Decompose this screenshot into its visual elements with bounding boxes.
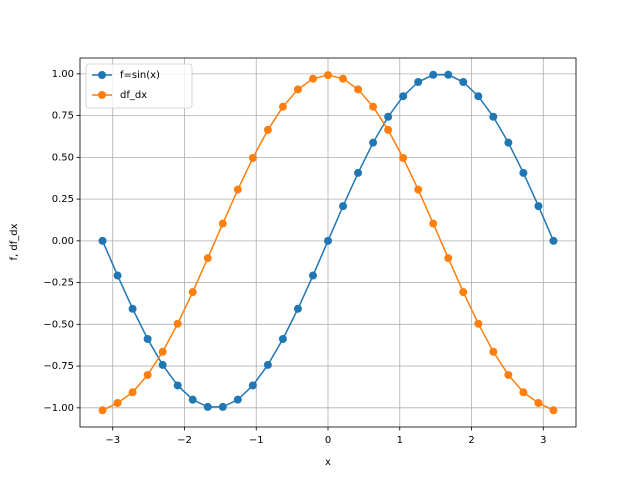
legend-label: f=sin(x): [120, 70, 160, 81]
y-axis-label: f, df_dx: [9, 223, 20, 260]
point: [384, 112, 393, 121]
y-tick-label: 0.00: [52, 236, 74, 247]
point: [128, 388, 137, 397]
point: [549, 406, 558, 415]
point: [248, 153, 257, 162]
point: [549, 236, 558, 245]
point: [354, 168, 363, 177]
x-tick-label: 3: [540, 435, 546, 446]
point: [534, 398, 543, 407]
point: [293, 304, 302, 313]
point: [384, 125, 393, 134]
point: [203, 254, 212, 263]
point: [218, 402, 227, 411]
point: [489, 347, 498, 356]
point: [504, 138, 513, 147]
point: [369, 138, 378, 147]
point: [444, 70, 453, 79]
point: [399, 153, 408, 162]
y-tick-label: 0.75: [52, 111, 74, 122]
point: [474, 319, 483, 328]
point: [474, 92, 483, 101]
x-axis-label: x: [325, 457, 331, 468]
point: [444, 254, 453, 263]
point: [203, 402, 212, 411]
point: [519, 168, 528, 177]
y-tick-label: −0.25: [43, 278, 74, 289]
point: [519, 388, 528, 397]
point: [173, 319, 182, 328]
point: [369, 102, 378, 111]
point: [158, 360, 167, 369]
point: [233, 185, 242, 194]
plot-frame: [79, 57, 577, 428]
point: [173, 381, 182, 390]
x-tick-label: −3: [105, 435, 120, 446]
y-tick-label: −0.75: [43, 361, 74, 372]
point: [143, 370, 152, 379]
x-tick-label: 0: [325, 435, 331, 446]
point: [308, 271, 317, 280]
legend-label: df_dx: [120, 90, 147, 101]
y-tick-label: 1.00: [52, 69, 74, 80]
point: [128, 304, 137, 313]
point: [308, 74, 317, 83]
point: [278, 102, 287, 111]
point: [263, 125, 272, 134]
point: [339, 202, 348, 211]
legend-box: [85, 63, 193, 109]
point: [98, 236, 107, 245]
x-tick-label: −2: [177, 435, 192, 446]
point: [113, 271, 122, 280]
point: [414, 185, 423, 194]
point: [188, 395, 197, 404]
point: [534, 202, 543, 211]
point: [429, 70, 438, 79]
point: [278, 334, 287, 343]
point: [293, 85, 302, 94]
point: [399, 92, 408, 101]
legend-marker: [98, 71, 106, 79]
point: [98, 406, 107, 415]
point: [504, 370, 513, 379]
point: [143, 334, 152, 343]
point: [459, 288, 468, 297]
y-tick-label: −0.50: [43, 319, 74, 330]
point: [158, 347, 167, 356]
y-tick-label: −1.00: [43, 403, 74, 414]
point: [354, 85, 363, 94]
y-tick-label: 0.50: [52, 152, 74, 163]
point: [429, 219, 438, 228]
point: [489, 112, 498, 121]
point: [188, 288, 197, 297]
point: [233, 395, 242, 404]
point: [459, 78, 468, 87]
point: [218, 219, 227, 228]
point: [324, 236, 332, 245]
legend-marker: [98, 91, 106, 99]
point: [414, 78, 423, 87]
point: [339, 74, 348, 83]
x-tick-label: 1: [397, 435, 403, 446]
point: [248, 381, 257, 390]
point: [324, 71, 332, 80]
point: [113, 398, 122, 407]
x-tick-label: 2: [468, 435, 474, 446]
x-tick-label: −1: [249, 435, 264, 446]
point: [263, 360, 272, 369]
y-tick-label: 0.25: [52, 194, 74, 205]
